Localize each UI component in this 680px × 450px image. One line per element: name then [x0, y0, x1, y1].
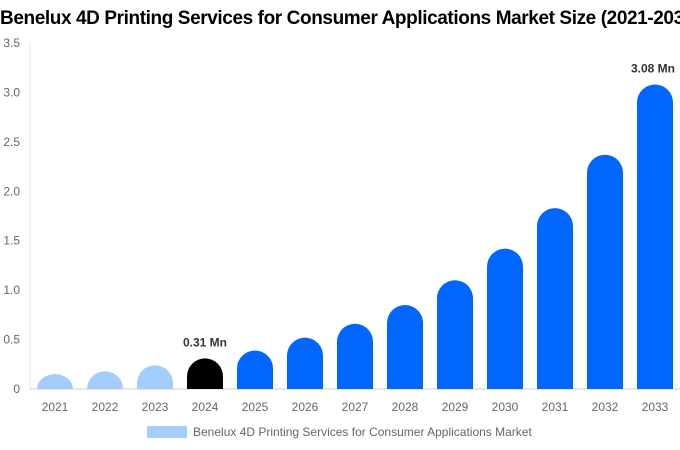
data-label: 3.08 Mn	[631, 62, 675, 76]
x-tick-label: 2029	[442, 400, 469, 414]
bar-2022	[87, 371, 123, 389]
x-tick-label: 2021	[42, 400, 69, 414]
x-tick-label: 2027	[342, 400, 369, 414]
chart-title: Benelux 4D Printing Services for Consume…	[0, 8, 680, 29]
x-tick-label: 2028	[392, 400, 419, 414]
bar-2029	[437, 280, 473, 389]
y-tick-label: 3.0	[3, 85, 20, 99]
legend-label: Benelux 4D Printing Services for Consume…	[193, 425, 532, 439]
x-tick-label: 2031	[542, 400, 569, 414]
data-label: 0.31 Mn	[183, 335, 227, 349]
y-tick-label: 2.5	[3, 135, 20, 149]
y-tick-label: 1.0	[3, 283, 20, 297]
y-tick-label: 2.0	[3, 184, 20, 198]
x-tick-label: 2033	[642, 400, 669, 414]
legend[interactable]: Benelux 4D Printing Services for Consume…	[147, 425, 532, 439]
bar-2025	[237, 350, 273, 389]
x-tick-label: 2023	[142, 400, 169, 414]
legend-swatch	[147, 426, 187, 438]
x-tick-label: 2026	[292, 400, 319, 414]
y-tick-label: 0.5	[3, 333, 20, 347]
bar-2023	[137, 365, 173, 389]
x-tick-label: 2030	[492, 400, 519, 414]
bar-2031	[537, 208, 573, 389]
bar-2028	[387, 304, 423, 389]
bar-2021	[37, 374, 73, 389]
x-tick-label: 2024	[192, 400, 219, 414]
bar-2033	[637, 84, 673, 390]
bar-2027	[337, 323, 373, 389]
y-tick-label: 1.5	[3, 234, 20, 248]
bar-2032	[587, 154, 623, 389]
bar-2026	[287, 337, 323, 389]
x-tick-label: 2022	[92, 400, 119, 414]
x-tick-label: 2025	[242, 400, 269, 414]
y-tick-label: 3.5	[3, 36, 20, 50]
x-tick-label: 2032	[592, 400, 619, 414]
y-tick-label: 0	[13, 382, 20, 396]
bar-2030	[487, 248, 523, 389]
bar-2024	[187, 358, 223, 389]
